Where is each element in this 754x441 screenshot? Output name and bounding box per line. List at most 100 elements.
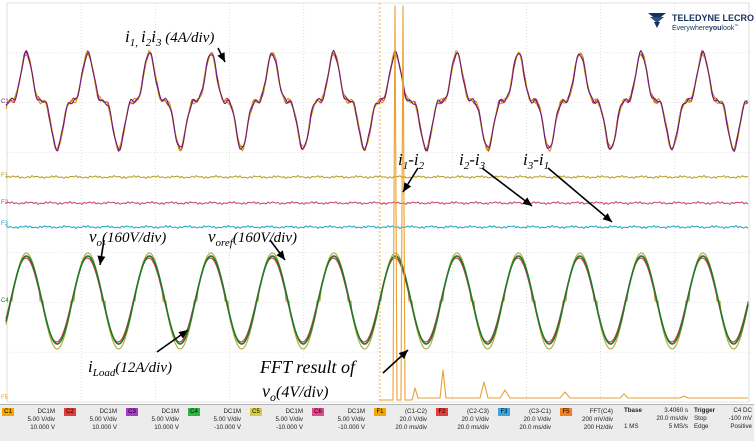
channel-descriptor-head: C5 DC1M (250, 407, 305, 416)
logo-tagline: Everywhereyoulook™ (672, 23, 738, 32)
annotation-i2-i3: i2-i3 (459, 150, 486, 172)
channel-scale: 5.00 V/div (213, 416, 241, 423)
difference-current-i2-i3 (5, 201, 749, 205)
channel-scale: 5.00 V/div (151, 416, 179, 423)
channel-offset: 10.000 V (30, 424, 55, 431)
trigger-label: Trigger (694, 407, 715, 414)
channel-descriptor-c5[interactable]: C5 DC1M 5.00 V/div -10.000 V (250, 407, 305, 440)
svg-text:FFT result of: FFT result of (259, 357, 358, 377)
timebase-samples: 1 MS (624, 423, 639, 430)
annotation-fft: FFT result of vo(4V/div) (259, 357, 358, 404)
arrow-i2-i3 (481, 167, 533, 207)
channel-descriptor-head: C2 DC1M (64, 407, 119, 416)
channel-descriptor-c4[interactable]: C4 DC1M 5.00 V/div -10.000 V (188, 407, 243, 440)
channel-descriptor-c3[interactable]: C3 DC1M 5.00 V/div 10.000 V (126, 407, 181, 440)
channel-tag: C6 (312, 407, 324, 416)
teledyne-lecroy-logo: TELEDYNE LECROY Everywhereyoulook™ (648, 13, 754, 32)
channel-coupling: DC1M (223, 407, 241, 415)
channel-tag: C5 (250, 407, 262, 416)
trace-marker-f3: F3 (1, 221, 9, 227)
annotation-arrows (97, 47, 613, 374)
channel-tag: F1 (374, 407, 386, 416)
timebase-descriptor[interactable]: Tbase 3.4060 s 20.0 ms/div 1 MS 5 MS/s (624, 407, 688, 431)
fft-spectrum-trace (380, 5, 748, 401)
annotation-vo: vo(160V/div) (89, 227, 166, 249)
annotation-i3-i1: i3-i1 (523, 150, 549, 172)
channel-offset: 20.0 ms/div (395, 424, 427, 431)
channel-tag: F2 (436, 407, 448, 416)
timebase-row: 20.0 ms/div (624, 415, 688, 423)
channel-coupling: DC1M (99, 407, 117, 415)
annotation-iload: iLoad(12A/div) (88, 357, 172, 379)
arrow-head-icon (602, 213, 612, 222)
channel-descriptor-head: C3 DC1M (126, 407, 181, 416)
channel-descriptor-f2[interactable]: F2 (C2-C3) 20.0 V/div 20.0 ms/div (436, 407, 491, 440)
trigger-descriptor[interactable]: Trigger C4 DC Stop -100 mV Edge Positive (694, 407, 752, 431)
channel-scale: 5.00 V/div (27, 416, 55, 423)
output-voltage-trace (5, 255, 749, 345)
channel-coupling: FFT(C4) (589, 407, 613, 415)
trace-marker-f2: F2 (1, 200, 9, 206)
channel-descriptor-c1[interactable]: C1 DC1M 5.00 V/div 10.000 V (2, 407, 57, 440)
channel-scale: 200 mV/div (582, 416, 613, 423)
svg-text:i1,i2i3 (4A/div): i1, i2i3 (4A/div) (125, 27, 214, 49)
arrow-head-icon (522, 197, 532, 206)
trigger-slope: Positive (730, 423, 752, 430)
channel-descriptor-head: C4 DC1M (188, 407, 243, 416)
channel-descriptor-head: F2 (C2-C3) (436, 407, 491, 416)
svg-text:vo(160V/div): vo(160V/div) (89, 227, 166, 249)
channel-descriptor-f5[interactable]: F5 FFT(C4) 200 mV/div 200 Hz/div (560, 407, 615, 440)
arrow-head-icon (403, 182, 412, 192)
difference-current-i3-i1 (5, 225, 749, 229)
channel-coupling: (C3-C1) (528, 407, 551, 415)
timebase-value: 3.4060 s (664, 407, 688, 414)
annotation-phase-currents: i1, i2i3 (4A/div) (125, 27, 214, 49)
channel-scale: 5.00 V/div (275, 416, 303, 423)
trigger-mode: Stop (694, 415, 707, 422)
waveform-traces (5, 5, 749, 401)
trigger-type: Edge (694, 423, 709, 430)
channel-scale: 5.00 V/div (337, 416, 365, 423)
arrow-head-icon (97, 255, 106, 265)
status-bar: C1 DC1M 5.00 V/div 10.000 V C2 DC1M 5.00 V/div… (0, 404, 754, 441)
trigger-row: Edge Positive (694, 423, 752, 431)
channel-tag: C3 (126, 407, 138, 416)
channel-descriptor-f3[interactable]: F3 (C3-C1) 20.0 V/div 20.0 ms/div (498, 407, 553, 440)
channel-descriptor-c6[interactable]: C6 DC1M 5.00 V/div -10.000 V (312, 407, 367, 440)
timebase-scale: 20.0 ms/div (656, 415, 688, 422)
channel-tag: F3 (498, 407, 510, 416)
trigger-row: Trigger C4 DC (694, 407, 752, 415)
logo-mark-icon (648, 13, 666, 28)
channel-coupling: DC1M (37, 407, 55, 415)
channel-offset: 10.000 V (154, 424, 179, 431)
arrow-head-icon (217, 52, 225, 62)
annotation-i1-i2: i1-i2 (398, 150, 425, 172)
channel-coupling: DC1M (161, 407, 179, 415)
svg-text:voref(160V/div): voref(160V/div) (208, 227, 297, 249)
trace-marker-c1: C1 (1, 99, 9, 105)
channel-descriptor-c2[interactable]: C2 DC1M 5.00 V/div 10.000 V (64, 407, 119, 440)
trace-marker-f1: F1 (1, 173, 9, 179)
arrow-head-icon (178, 330, 188, 339)
svg-text:i2-i3: i2-i3 (459, 150, 486, 172)
trace-marker-f5: F5 (1, 395, 9, 401)
channel-descriptor-head: C1 DC1M (2, 407, 57, 416)
trigger-source: C4 DC (733, 407, 752, 414)
phase-current-i3 (5, 49, 749, 152)
arrow-head-icon (398, 350, 408, 360)
channel-descriptor-head: C6 DC1M (312, 407, 367, 416)
channel-descriptor-head: F5 FFT(C4) (560, 407, 615, 416)
arrow-head-icon (276, 250, 285, 260)
timebase-row: 1 MS 5 MS/s (624, 423, 688, 431)
timebase-row: Tbase 3.4060 s (624, 407, 688, 415)
channel-scale: 20.0 V/div (523, 416, 551, 423)
arrow-i3-i1 (547, 167, 613, 223)
channel-scale: 20.0 V/div (399, 416, 427, 423)
channel-offset: -10.000 V (338, 424, 365, 431)
timebase-label: Tbase (624, 407, 642, 414)
logo-brand: TELEDYNE LECROY (672, 13, 754, 23)
svg-text:vo(4V/div): vo(4V/div) (262, 381, 328, 404)
channel-descriptor-f1[interactable]: F1 (C1-C2) 20.0 V/div 20.0 ms/div (374, 407, 429, 440)
output-voltage-reference (5, 257, 749, 343)
